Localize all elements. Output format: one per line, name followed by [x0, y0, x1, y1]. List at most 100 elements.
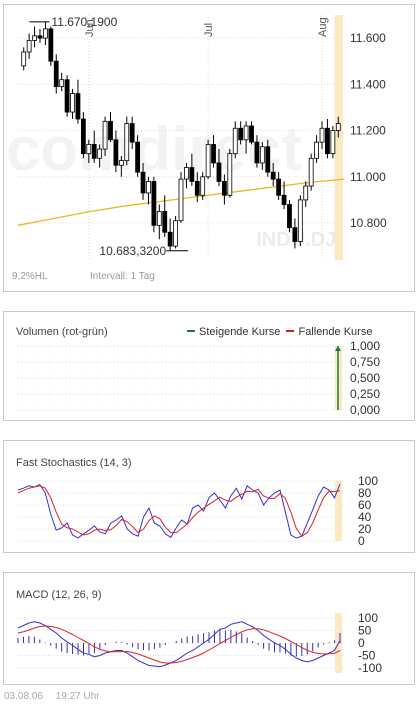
candle-body	[297, 199, 303, 242]
y-tick-label: 0,250	[350, 387, 380, 401]
high-annotation: 11.670,1900	[51, 15, 117, 29]
x-tick-label: Aug	[317, 17, 329, 37]
candle-body	[21, 51, 27, 67]
candle-body	[102, 120, 108, 150]
candle-body	[254, 141, 260, 164]
price-footer-interval: Intervall: 1 Tag	[90, 271, 155, 282]
candle-body	[151, 181, 157, 226]
candle-body	[48, 28, 54, 62]
candle-body	[135, 141, 141, 173]
candle-body	[156, 211, 162, 226]
candle-body	[303, 185, 309, 201]
candle-body	[91, 144, 97, 159]
candle-body	[167, 231, 173, 247]
macd-panel: MACD (12, 26, 9) 100 50 0 -50 -100	[3, 572, 415, 685]
price-footer-left: 9,2%HL	[12, 271, 48, 282]
y-tick-label: 60	[358, 498, 372, 512]
candle-body	[162, 211, 168, 233]
candle-body	[146, 181, 151, 194]
candle-body	[75, 93, 81, 120]
candle-body	[259, 146, 265, 164]
volume-bar-cap	[335, 346, 341, 351]
candle-body	[249, 125, 254, 143]
candle-body	[194, 181, 200, 196]
y-tick-label: -100	[358, 661, 382, 675]
volume-title: Volumen (rot-grün)	[16, 326, 108, 338]
y-tick-label: 80	[358, 486, 372, 500]
candle-body	[281, 194, 287, 205]
y-tick-label: 0,000	[350, 403, 380, 417]
candle-body	[227, 153, 233, 196]
y-tick-label: 10.800	[350, 216, 387, 230]
candle-body	[265, 146, 271, 173]
candle-body	[292, 227, 298, 242]
candle-body	[53, 60, 59, 88]
y-tick-label: 11.000	[350, 170, 386, 184]
low-annotation: 10.683,3200	[99, 244, 166, 258]
candle-body	[314, 141, 319, 159]
candle-body	[325, 127, 330, 155]
candle-body	[243, 125, 249, 141]
candle-body	[124, 123, 130, 162]
candle-body	[173, 220, 178, 247]
candle-body	[270, 171, 276, 180]
candle-body	[216, 162, 222, 182]
y-tick-label: 0	[358, 534, 365, 548]
y-tick-label: 100	[358, 474, 378, 488]
candle-body	[308, 157, 314, 187]
stochastics-title: Fast Stochastics (14, 3)	[16, 457, 132, 469]
legend-falling: Fallende Kurse	[298, 326, 373, 338]
y-tick-label: 20	[358, 522, 372, 536]
x-tick-label: Jun	[84, 19, 96, 37]
candle-body	[200, 176, 206, 196]
candle-body	[113, 139, 119, 166]
y-tick-label: 11.600	[350, 31, 386, 45]
candle-body	[140, 171, 146, 194]
y-tick-label: 0,500	[350, 371, 380, 385]
footer: 03.08.06 19:27 Uhr	[4, 691, 110, 702]
candle-body	[189, 167, 195, 182]
macd-title: MACD (12, 26, 9)	[16, 589, 102, 601]
candle-body	[64, 79, 70, 113]
footer-time: 19:27 Uhr	[55, 691, 100, 702]
candle-body	[211, 144, 216, 164]
candle-body	[80, 118, 86, 155]
price-chart-panel: comdirectINDU.DJI11.60011.40011.20011.00…	[3, 4, 415, 292]
candle-body	[287, 204, 292, 229]
footer-date: 03.08.06	[4, 691, 43, 702]
candle-body	[32, 35, 37, 41]
y-tick-label: 1,000	[350, 339, 380, 353]
volume-chart: 1,000 0,750 0,500 0,250 0,000	[17, 339, 380, 417]
candle-body	[330, 130, 336, 155]
candle-body	[184, 167, 189, 180]
y-tick-label: 0	[358, 636, 365, 650]
y-tick-label: -50	[358, 649, 376, 663]
candle-body	[59, 79, 65, 88]
candle-body	[178, 178, 184, 222]
candle-body	[276, 178, 282, 196]
y-tick-label: 40	[358, 510, 372, 524]
candle-body	[37, 35, 43, 39]
y-tick-label: 50	[358, 624, 372, 638]
y-tick-label: 11.200	[350, 124, 386, 138]
series-line	[17, 621, 341, 668]
stochastics-panel: Fast Stochastics (14, 3) 100 80 60 40 20 0	[3, 440, 415, 553]
legend-rising: Steigende Kurse	[199, 326, 281, 338]
x-tick-label: Jul	[203, 23, 215, 37]
candle-body	[118, 160, 124, 166]
y-tick-label: 11.400	[350, 77, 386, 91]
candle-body	[205, 144, 211, 178]
candle-body	[86, 144, 92, 155]
series-line	[17, 483, 341, 539]
series-line	[17, 485, 341, 537]
candle-body	[319, 127, 325, 143]
candle-body	[129, 123, 135, 143]
volume-panel: Volumen (rot-grün) Steigende Kurse Falle…	[3, 311, 415, 421]
y-tick-label: 100	[358, 611, 378, 625]
candle-body	[70, 93, 75, 113]
candle-body	[108, 120, 113, 141]
today-highlight	[335, 481, 342, 541]
candle-body	[97, 148, 103, 159]
